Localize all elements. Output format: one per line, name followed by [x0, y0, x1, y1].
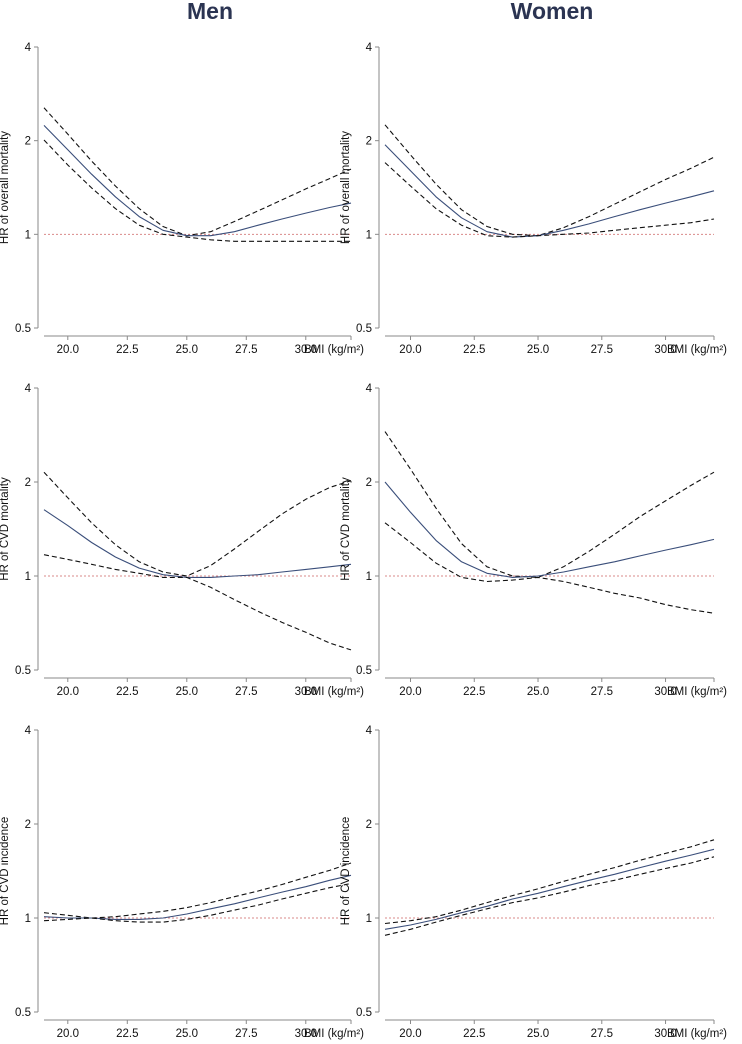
x-tick-label: 20.0 [57, 344, 79, 356]
confidence-interval-curve [43, 554, 352, 651]
y-tick-label: 0.5 [15, 665, 31, 677]
x-tick-label: 25.0 [176, 1028, 198, 1040]
x-axis-label: BMI (kg/m²) [304, 344, 364, 356]
y-tick-label: 1 [366, 913, 372, 925]
x-tick-label: 22.5 [116, 344, 138, 356]
x-tick-label: 30.0 [295, 344, 317, 356]
y-axis-label: HR of overall mortality [340, 131, 352, 244]
y-tick-label: 4 [366, 725, 373, 737]
x-axis-label: BMI (kg/m²) [667, 686, 727, 698]
x-tick-label: 30.0 [295, 686, 317, 698]
y-tick-label: 1 [366, 229, 372, 241]
x-tick-label: 22.5 [463, 686, 485, 698]
y-axis-label: HR of CVD mortality [0, 477, 11, 581]
x-tick-label: 22.5 [116, 686, 138, 698]
y-tick-label: 4 [25, 383, 32, 395]
x-tick-label: 20.0 [399, 344, 421, 356]
x-tick-label: 27.5 [235, 1028, 257, 1040]
x-tick-label: 20.0 [57, 686, 79, 698]
y-tick-label: 4 [25, 725, 32, 737]
y-tick-label: 2 [366, 136, 372, 148]
x-axis-label: BMI (kg/m²) [304, 686, 364, 698]
confidence-interval-curve [384, 856, 715, 936]
y-tick-label: 2 [366, 819, 372, 831]
y-tick-label: 0.5 [15, 323, 31, 335]
x-tick-label: 27.5 [235, 344, 257, 356]
hazard-ratio-curve [43, 509, 352, 578]
y-tick-label: 2 [366, 477, 372, 489]
confidence-interval-curve [43, 862, 352, 919]
y-tick-label: 4 [366, 42, 373, 54]
x-tick-label: 27.5 [591, 1028, 613, 1040]
x-tick-label: 20.0 [57, 1028, 79, 1040]
y-tick-label: 0.5 [356, 323, 372, 335]
y-tick-label: 0.5 [356, 665, 372, 677]
x-axis-label: BMI (kg/m²) [304, 1028, 364, 1040]
y-tick-label: 4 [366, 383, 373, 395]
y-tick-label: 2 [25, 136, 31, 148]
x-tick-label: 25.0 [527, 344, 549, 356]
confidence-interval-curve [43, 139, 351, 242]
y-tick-label: 4 [25, 42, 32, 54]
x-axis-label: BMI (kg/m²) [667, 1028, 727, 1040]
x-tick-label: 22.5 [116, 1028, 138, 1040]
x-tick-label: 25.0 [176, 344, 198, 356]
y-tick-label: 1 [25, 229, 31, 241]
y-tick-label: 2 [25, 819, 31, 831]
x-tick-label: 30.0 [654, 344, 676, 356]
x-tick-label: 22.5 [463, 1028, 485, 1040]
y-tick-label: 0.5 [356, 1007, 372, 1019]
x-tick-label: 27.5 [235, 686, 257, 698]
hazard-ratio-curve [43, 125, 352, 237]
y-tick-label: 2 [25, 477, 31, 489]
confidence-interval-curve [384, 431, 715, 578]
y-tick-label: 0.5 [15, 1007, 31, 1019]
y-axis-label: HR of CVD incidence [0, 817, 11, 926]
confidence-interval-curve [43, 471, 352, 577]
x-tick-label: 27.5 [591, 686, 613, 698]
column-title-men: Men [187, 0, 233, 24]
column-title-women: Women [510, 0, 594, 24]
hazard-ratio-curve [384, 848, 715, 930]
y-tick-label: 1 [366, 571, 372, 583]
hazard-ratio-curve [43, 874, 352, 920]
confidence-interval-curve [43, 882, 352, 923]
hazard-ratio-curve [384, 144, 715, 238]
x-tick-label: 27.5 [591, 344, 613, 356]
hazard-ratio-curve [384, 481, 715, 578]
y-axis-label: HR of CVD incidence [340, 817, 352, 926]
confidence-interval-curve [384, 839, 715, 925]
x-tick-label: 25.0 [176, 686, 198, 698]
y-axis-label: HR of overall mortality [0, 131, 11, 244]
y-tick-label: 1 [25, 571, 31, 583]
x-tick-label: 20.0 [399, 1028, 421, 1040]
x-axis-label: BMI (kg/m²) [667, 344, 727, 356]
x-tick-label: 25.0 [527, 1028, 549, 1040]
x-tick-label: 20.0 [399, 686, 421, 698]
confidence-interval-curve [384, 162, 715, 238]
x-tick-label: 30.0 [654, 1028, 676, 1040]
x-tick-label: 22.5 [463, 344, 485, 356]
y-tick-label: 1 [25, 913, 31, 925]
x-tick-label: 30.0 [654, 686, 676, 698]
x-tick-label: 30.0 [295, 1028, 317, 1040]
y-axis-label: HR of CVD mortality [340, 477, 352, 581]
confidence-interval-curve [43, 107, 352, 237]
confidence-interval-curve [384, 124, 715, 237]
confidence-interval-curve [384, 522, 715, 614]
x-tick-label: 25.0 [527, 686, 549, 698]
